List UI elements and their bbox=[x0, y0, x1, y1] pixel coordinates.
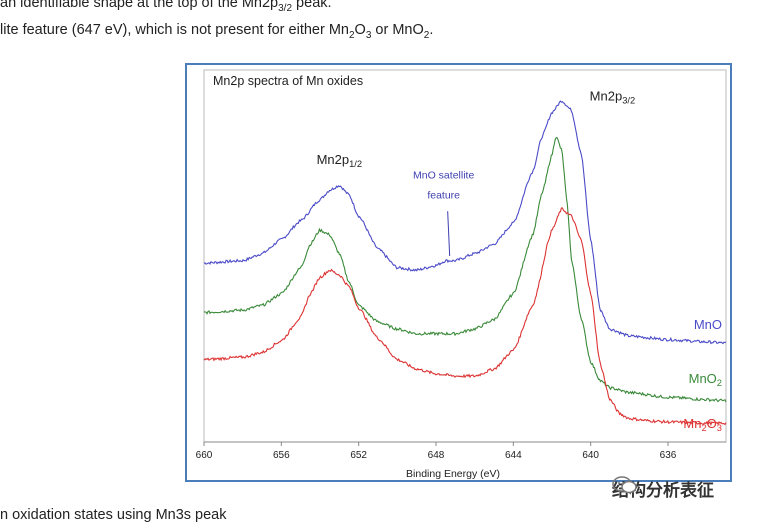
watermark: 结构分析表征 bbox=[612, 476, 714, 501]
x-tick-label-636: 636 bbox=[660, 450, 677, 461]
series-label-mno: MnO bbox=[694, 317, 722, 332]
x-tick-label-644: 644 bbox=[505, 450, 522, 461]
x-axis-label: Binding Energy (eV) bbox=[406, 468, 500, 480]
body-text-line-2: lite feature (647 eV), which is not pres… bbox=[0, 22, 433, 41]
x-tick-label-660: 660 bbox=[196, 450, 213, 461]
x-axis: 660 656 652 648 644 640 636 bbox=[196, 441, 726, 461]
series-line-2 bbox=[203, 207, 727, 427]
line1-post: peak. bbox=[292, 0, 332, 11]
satellite-label-line2: feature bbox=[427, 189, 460, 201]
line2-e: or MnO bbox=[371, 22, 424, 38]
watermark-seal-text: 结构分析表征 bbox=[612, 480, 714, 501]
chart-title: Mn2p spectra of Mn oxides bbox=[213, 74, 363, 88]
x-tick-label-652: 652 bbox=[350, 450, 367, 461]
line2-c: O bbox=[354, 22, 366, 38]
line2-d: 3 bbox=[365, 29, 372, 41]
line2-f: 2 bbox=[423, 29, 430, 41]
series-line-0 bbox=[203, 100, 727, 345]
line1-pre: an identifiable shape at the top of the … bbox=[0, 0, 279, 11]
xps-chart: Mn2p spectra of Mn oxides 660 656 652 648 64… bbox=[196, 69, 727, 480]
body-text-line-3: n oxidation states using Mn3s peak bbox=[0, 507, 227, 523]
satellite-label-line1: MnO satellite bbox=[413, 169, 474, 181]
line2-g: . bbox=[429, 22, 434, 38]
line2-a: lite feature (647 eV), which is not pres… bbox=[0, 22, 349, 38]
series-line-1 bbox=[203, 136, 727, 403]
plot-area bbox=[203, 69, 727, 443]
series-layer bbox=[203, 100, 727, 427]
x-tick-label-648: 648 bbox=[428, 450, 445, 461]
satellite-pointer bbox=[447, 211, 451, 257]
x-tick-label-640: 640 bbox=[582, 450, 599, 461]
body-text-line-1: an identifiable shape at the top of the … bbox=[0, 0, 332, 14]
wechat-icon bbox=[612, 476, 637, 494]
series-label-mn2o3: Mn2O3 bbox=[683, 416, 722, 433]
series-label-mno2: MnO2 bbox=[689, 371, 722, 388]
line2-b: 2 bbox=[348, 29, 355, 41]
chart-frame: Mn2p spectra of Mn oxides 660 656 652 648 64… bbox=[185, 63, 732, 482]
line1-sub: 3/2 bbox=[278, 2, 293, 14]
x-tick-label-656: 656 bbox=[273, 450, 290, 461]
